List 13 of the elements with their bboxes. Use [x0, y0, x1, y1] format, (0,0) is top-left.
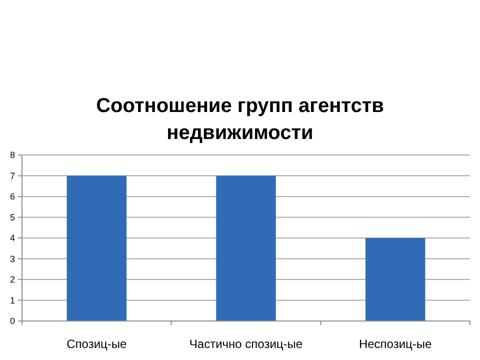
y-tick-label: 0 [10, 316, 15, 326]
y-tick-label: 5 [10, 212, 15, 222]
y-tick-label: 3 [10, 254, 15, 264]
x-tick-label: Частично спозиц-ые [189, 337, 303, 351]
y-tick-label: 4 [10, 233, 15, 244]
y-tick-label: 8 [10, 150, 15, 160]
chart-title: Соотношение групп агентств недвижимости [96, 95, 384, 144]
y-tick-label: 7 [10, 170, 15, 181]
y-tick-label: 2 [10, 274, 15, 285]
x-tick-label: Неспозиц-ые [358, 337, 432, 351]
y-tick-label: 1 [10, 295, 15, 306]
x-tick-label: Спозиц-ые [66, 337, 128, 351]
y-tick-label: 6 [10, 192, 15, 202]
